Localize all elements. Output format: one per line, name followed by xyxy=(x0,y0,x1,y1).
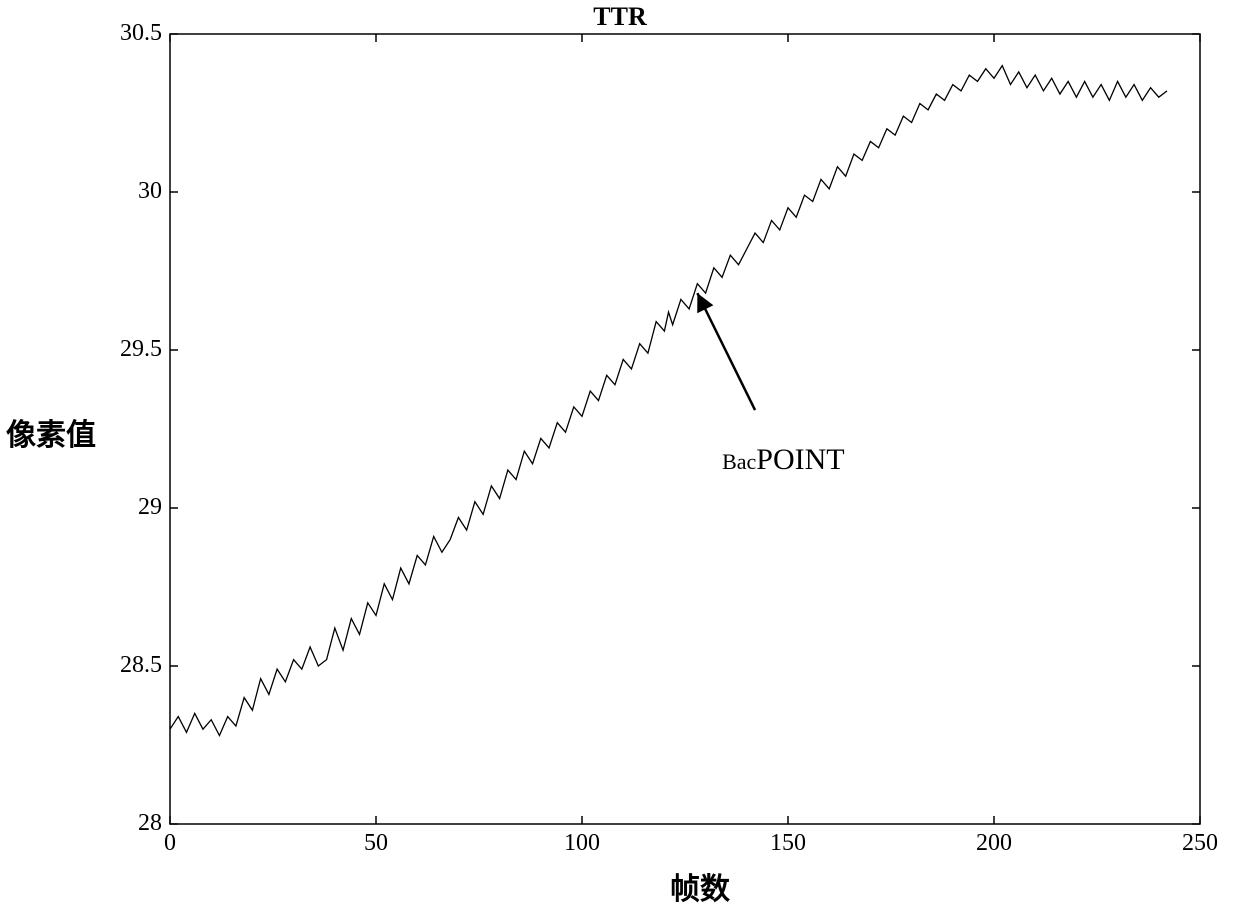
y-tick-label: 29.5 xyxy=(120,336,162,363)
x-tick-label: 100 xyxy=(552,830,612,857)
x-tick-label: 150 xyxy=(758,830,818,857)
annotation-prefix: Bac xyxy=(722,449,756,474)
x-tick-label: 250 xyxy=(1170,830,1230,857)
y-tick-label: 29 xyxy=(138,494,162,521)
y-tick-label: 28 xyxy=(138,810,162,837)
y-tick-label: 28.5 xyxy=(120,652,162,679)
x-tick-label: 50 xyxy=(346,830,406,857)
annotation-label: BacPOINT xyxy=(722,443,845,477)
y-tick-label: 30 xyxy=(138,178,162,205)
annotation-main: POINT xyxy=(756,443,844,476)
y-tick-label: 30.5 xyxy=(120,20,162,47)
chart-plot xyxy=(0,0,1240,904)
x-tick-label: 200 xyxy=(964,830,1024,857)
